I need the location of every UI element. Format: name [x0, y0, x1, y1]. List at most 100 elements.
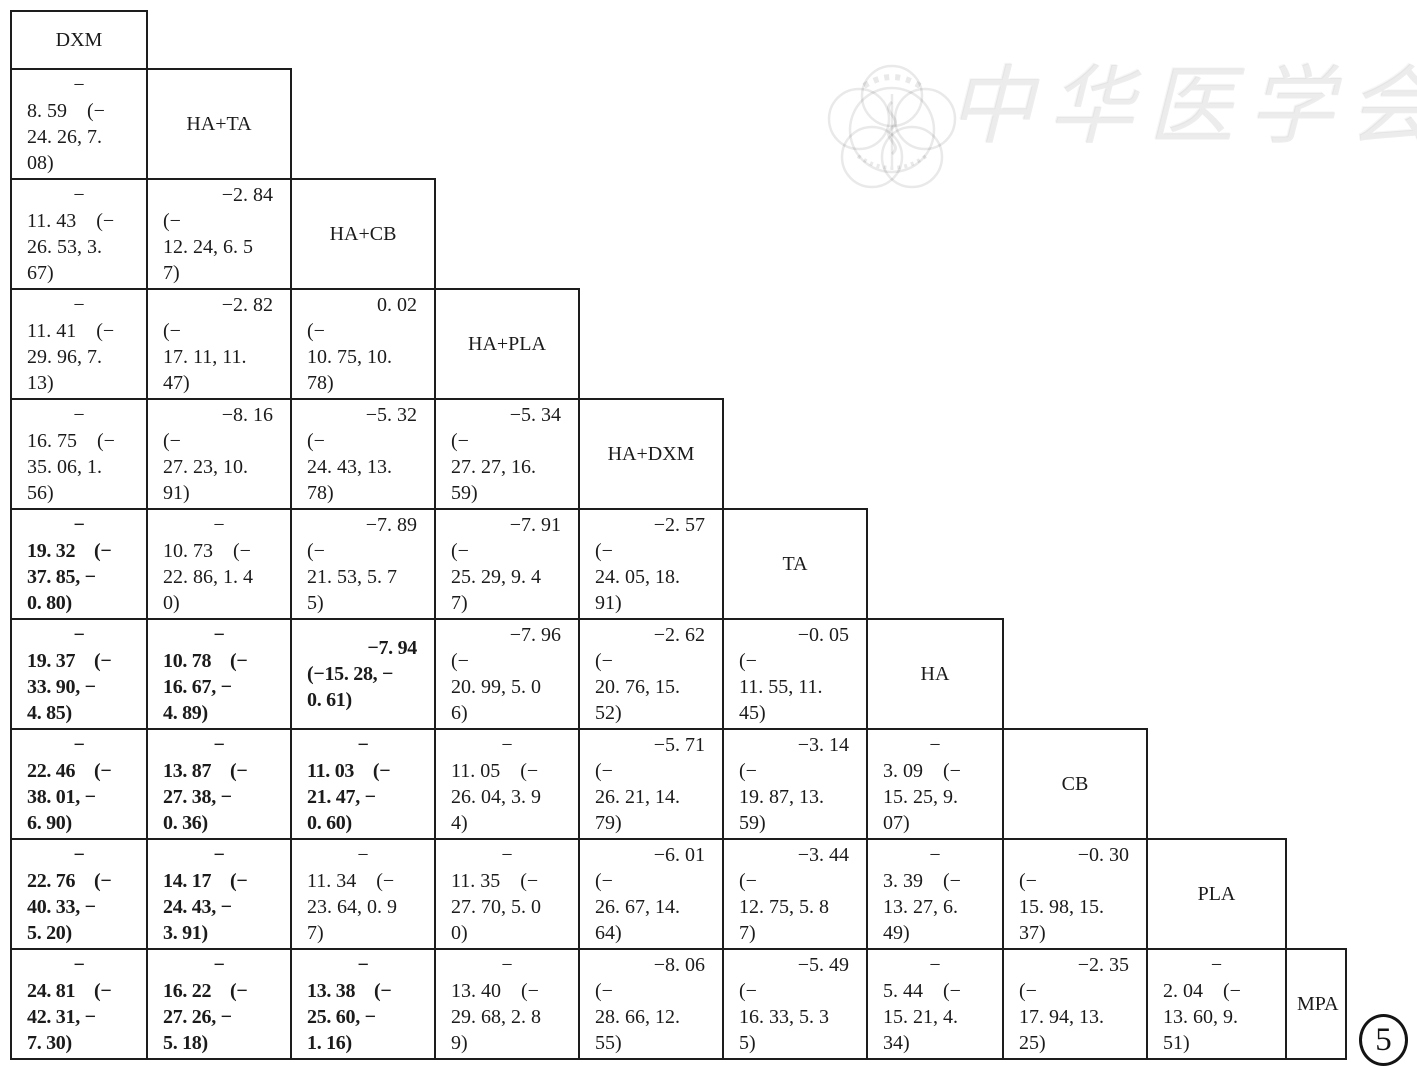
- comparison-cell-line: 22. 86, 1. 4: [163, 566, 253, 588]
- comparison-cell-line: −: [73, 294, 85, 316]
- comparison-cell-line: 49): [883, 922, 910, 944]
- comparison-cell: −7. 89 (− 21. 53, 5. 7 5): [290, 508, 436, 620]
- comparison-cell: −2. 82 (− 17. 11, 11. 47): [146, 288, 292, 400]
- comparison-cell-line: 0. 61): [307, 689, 352, 711]
- comparison-cell: − 16. 75 (− 35. 06, 1. 56): [10, 398, 148, 510]
- comparison-cell-line: −: [501, 734, 513, 756]
- comparison-cell-line: 7): [163, 262, 180, 284]
- comparison-cell-line: (−: [163, 430, 181, 452]
- comparison-cell-line: 38. 01, −: [27, 786, 96, 808]
- comparison-cell-line: −7. 96: [509, 624, 561, 646]
- comparison-cell-line: (−: [451, 430, 469, 452]
- comparison-cell-line: −: [213, 844, 225, 866]
- comparison-cell: −0. 30 (− 15. 98, 15. 37): [1002, 838, 1148, 950]
- comparison-cell-line: 16. 22 (−: [163, 980, 248, 1002]
- comparison-cell-line: −: [73, 954, 85, 976]
- comparison-cell-line: 27. 27, 16.: [451, 456, 536, 478]
- treatment-cell-ta: TA: [722, 508, 868, 620]
- comparison-cell-line: (−: [1019, 980, 1037, 1002]
- comparison-cell-line: 25. 29, 9. 4: [451, 566, 541, 588]
- comparison-cell: −7. 94 (−15. 28, − 0. 61): [290, 618, 436, 730]
- comparison-cell-line: −: [357, 844, 369, 866]
- comparison-cell-line: 91): [595, 592, 622, 614]
- comparison-cell-line: (−: [595, 870, 613, 892]
- comparison-cell-line: 28. 66, 12.: [595, 1006, 680, 1028]
- comparison-cell-line: 13. 40 (−: [451, 980, 539, 1002]
- chinese-medical-association-logo-icon: [824, 56, 960, 196]
- comparison-cell: −7. 96 (− 20. 99, 5. 0 6): [434, 618, 580, 730]
- comparison-cell-line: 7): [451, 592, 468, 614]
- comparison-cell-line: 13. 60, 9.: [1163, 1006, 1238, 1028]
- comparison-cell-line: 25. 60, −: [307, 1006, 376, 1028]
- comparison-cell-line: 22. 76 (−: [27, 870, 112, 892]
- comparison-cell-line: 9): [451, 1032, 468, 1054]
- treatment-label: PLA: [1197, 883, 1236, 905]
- comparison-cell-line: 19. 87, 13.: [739, 786, 824, 808]
- treatment-label: HA+TA: [186, 113, 252, 135]
- comparison-cell-line: −: [73, 624, 85, 646]
- comparison-cell-line: 29. 96, 7.: [27, 346, 102, 368]
- comparison-cell-line: −: [213, 514, 225, 536]
- comparison-cell-line: −3. 14: [797, 734, 849, 756]
- treatment-label: DXM: [55, 29, 103, 51]
- comparison-cell-line: −2. 57: [653, 514, 705, 536]
- comparison-cell-line: 0. 60): [307, 812, 352, 834]
- comparison-cell-line: 26. 67, 14.: [595, 896, 680, 918]
- comparison-cell-line: 26. 21, 14.: [595, 786, 680, 808]
- treatment-cell-ha: HA: [866, 618, 1004, 730]
- comparison-cell-line: 16. 67, −: [163, 676, 232, 698]
- treatment-cell-ha-pla: HA+PLA: [434, 288, 580, 400]
- comparison-cell-line: 33. 90, −: [27, 676, 96, 698]
- comparison-cell: − 8. 59 (− 24. 26, 7. 08): [10, 68, 148, 180]
- treatment-label: HA+PLA: [468, 333, 546, 355]
- comparison-cell-line: −: [501, 844, 513, 866]
- comparison-cell-line: −7. 91: [509, 514, 561, 536]
- comparison-cell: − 11. 03 (− 21. 47, − 0. 60): [290, 728, 436, 840]
- treatment-cell-pla: PLA: [1146, 838, 1287, 950]
- comparison-cell: − 14. 17 (− 24. 43, − 3. 91): [146, 838, 292, 950]
- comparison-cell-line: −8. 16: [221, 404, 273, 426]
- comparison-cell: − 10. 73 (− 22. 86, 1. 4 0): [146, 508, 292, 620]
- comparison-cell-line: (−: [163, 210, 181, 232]
- comparison-cell-line: −: [213, 624, 225, 646]
- comparison-cell-line: 59): [451, 482, 478, 504]
- comparison-cell: − 22. 76 (− 40. 33, − 5. 20): [10, 838, 148, 950]
- comparison-cell-line: −: [501, 954, 513, 976]
- comparison-cell: − 13. 40 (− 29. 68, 2. 8 9): [434, 948, 580, 1060]
- comparison-cell-line: 11. 55, 11.: [739, 676, 823, 698]
- comparison-cell: − 13. 87 (− 27. 38, − 0. 36): [146, 728, 292, 840]
- comparison-cell-line: (−: [307, 430, 325, 452]
- comparison-cell: −2. 84 (− 12. 24, 6. 5 7): [146, 178, 292, 290]
- comparison-cell-line: −0. 30: [1077, 844, 1129, 866]
- comparison-cell: −7. 91 (− 25. 29, 9. 4 7): [434, 508, 580, 620]
- comparison-cell-line: 12. 24, 6. 5: [163, 236, 253, 258]
- comparison-cell-line: −: [213, 734, 225, 756]
- comparison-cell-line: −: [73, 734, 85, 756]
- comparison-cell-line: 2. 04 (−: [1163, 980, 1241, 1002]
- comparison-cell-line: 3. 09 (−: [883, 760, 961, 782]
- comparison-cell-line: 27. 23, 10.: [163, 456, 248, 478]
- comparison-cell-line: 35. 06, 1.: [27, 456, 102, 478]
- comparison-cell-line: 22. 46 (−: [27, 760, 112, 782]
- comparison-cell-line: 11. 34 (−: [307, 870, 395, 892]
- comparison-cell-line: 24. 05, 18.: [595, 566, 680, 588]
- comparison-cell-line: 13): [27, 372, 54, 394]
- comparison-cell: − 19. 37 (− 33. 90, − 4. 85): [10, 618, 148, 730]
- comparison-cell: −5. 32 (− 24. 43, 13. 78): [290, 398, 436, 510]
- comparison-cell-line: 42. 31, −: [27, 1006, 96, 1028]
- comparison-cell-line: −2. 35: [1077, 954, 1129, 976]
- comparison-cell-line: 13. 27, 6.: [883, 896, 958, 918]
- comparison-cell: − 22. 46 (− 38. 01, − 6. 90): [10, 728, 148, 840]
- comparison-cell-line: 51): [1163, 1032, 1190, 1054]
- comparison-cell: − 19. 32 (− 37. 85, − 0. 80): [10, 508, 148, 620]
- comparison-cell-line: −3. 44: [797, 844, 849, 866]
- comparison-cell-line: −: [929, 844, 941, 866]
- comparison-cell: −6. 01 (− 26. 67, 14. 64): [578, 838, 724, 950]
- comparison-cell-line: 67): [27, 262, 54, 284]
- comparison-cell-line: 21. 47, −: [307, 786, 376, 808]
- comparison-cell-line: 15. 21, 4.: [883, 1006, 958, 1028]
- comparison-cell-line: −: [73, 184, 85, 206]
- comparison-cell: −8. 16 (− 27. 23, 10. 91): [146, 398, 292, 510]
- comparison-cell: − 11. 43 (− 26. 53, 3. 67): [10, 178, 148, 290]
- comparison-cell-line: (−15. 28, −: [307, 663, 394, 685]
